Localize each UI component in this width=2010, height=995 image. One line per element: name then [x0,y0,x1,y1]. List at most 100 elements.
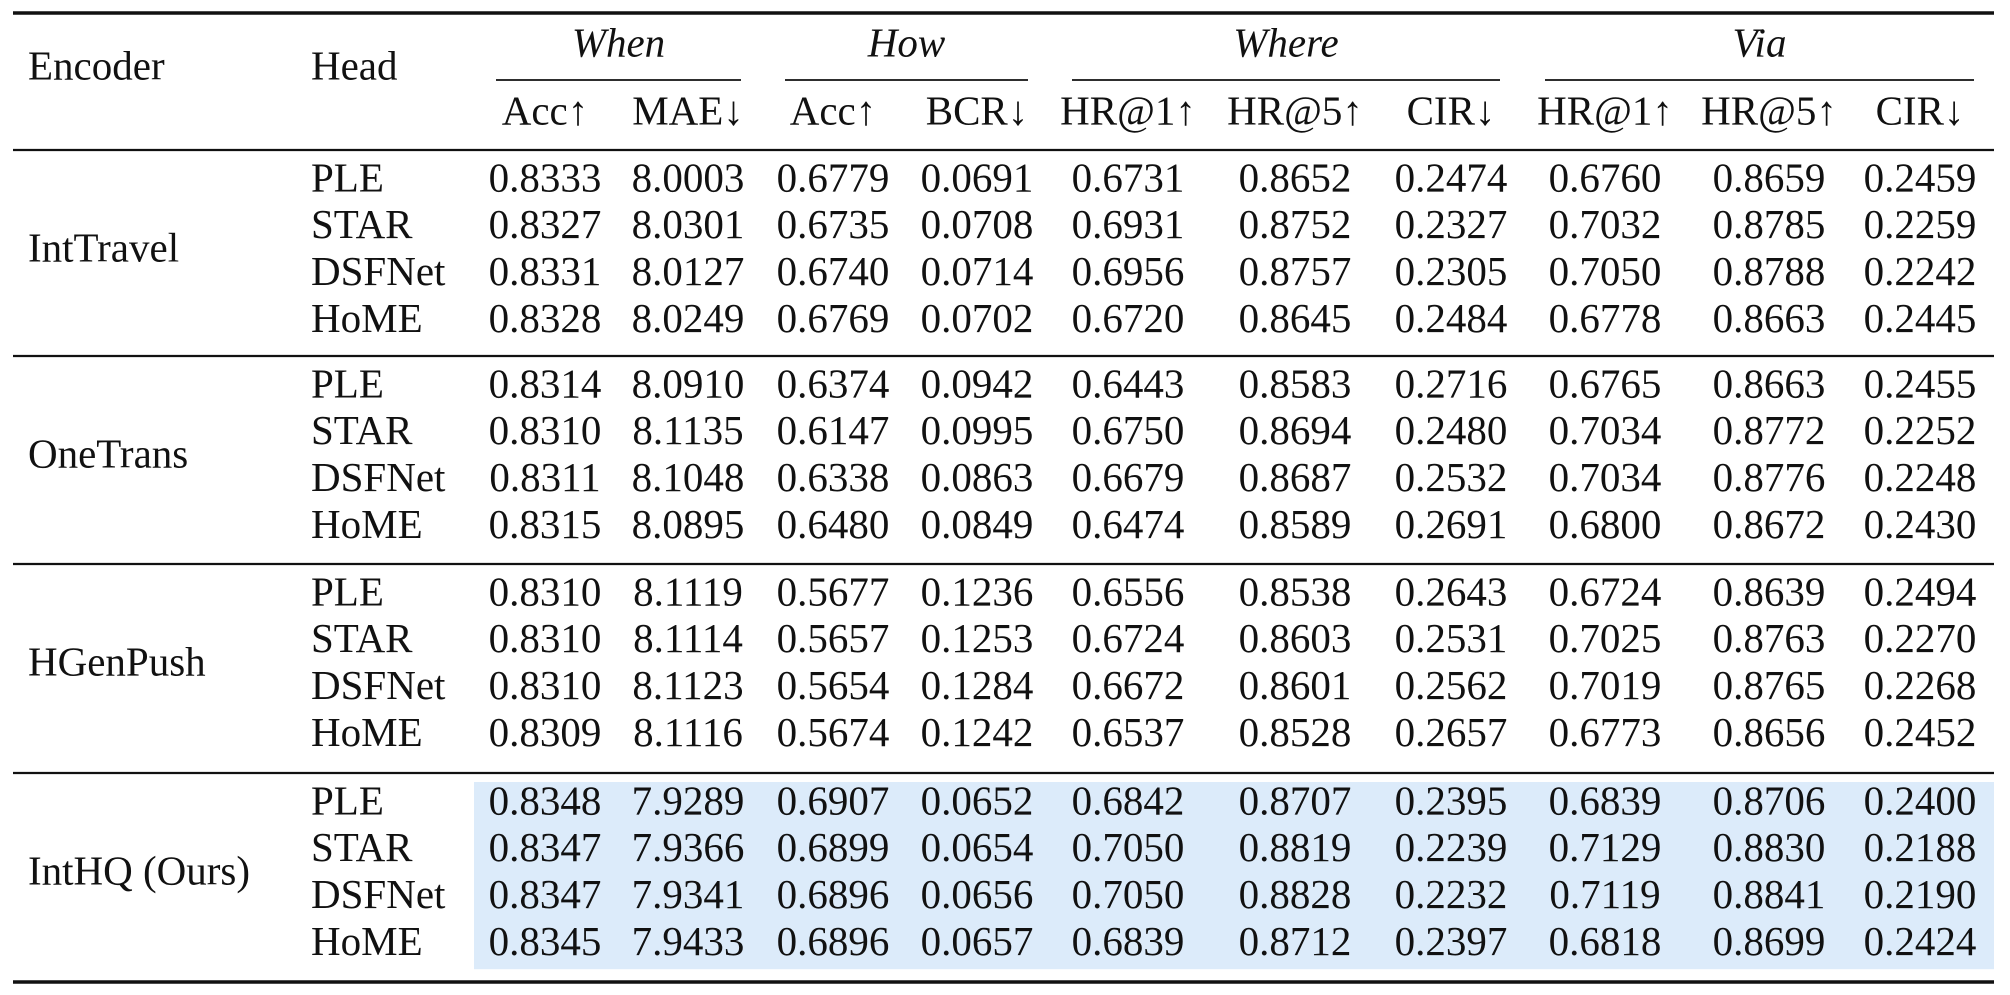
metric-cell: 0.8327 [489,201,602,247]
metric-cell: 0.2397 [1395,918,1508,964]
metric-cell: 0.2445 [1864,295,1977,341]
head-header: Head [311,42,398,88]
metric-cell: 0.8752 [1239,201,1352,247]
group-header: Via [1733,19,1787,65]
metric-cell: 0.6839 [1549,777,1662,823]
metric-cell: 0.2480 [1395,407,1508,453]
metric-cell: 0.2430 [1864,501,1977,547]
metric-cell: 0.0714 [921,248,1034,294]
metric-cell: 7.9433 [632,918,745,964]
metric-cell: 0.6773 [1549,709,1662,755]
head-name: HoME [311,501,423,547]
metric-cell: 0.2474 [1395,154,1508,200]
metric-cell: 0.6779 [777,154,890,200]
encoder-name: OneTrans [28,431,188,477]
metric-cell: 0.8788 [1713,248,1826,294]
head-name: DSFNet [311,248,446,294]
head-name: DSFNet [311,662,446,708]
metric-cell: 8.0910 [632,360,745,406]
metric-cell: 0.6474 [1072,501,1185,547]
column-header: HR@5↑ [1227,87,1363,133]
metric-cell: 0.0708 [921,201,1034,247]
metric-cell: 7.9289 [632,777,745,823]
metric-cell: 0.8589 [1239,501,1352,547]
metric-cell: 0.2190 [1864,871,1977,917]
metric-cell: 0.8314 [489,360,602,406]
metric-cell: 0.6556 [1072,568,1185,614]
metric-cell: 0.6443 [1072,360,1185,406]
metric-cell: 0.2305 [1395,248,1508,294]
metric-cell: 0.2395 [1395,777,1508,823]
metric-cell: 0.2452 [1864,709,1977,755]
metric-cell: 8.0003 [632,154,745,200]
metric-cell: 0.8315 [489,501,602,547]
metric-cell: 0.6480 [777,501,890,547]
metric-cell: 8.1135 [632,407,743,453]
metric-cell: 0.0691 [921,154,1034,200]
encoder-name: IntHQ (Ours) [28,848,250,894]
metric-cell: 0.8331 [489,248,602,294]
metric-cell: 0.8311 [489,454,600,500]
metric-cell: 8.1116 [633,709,743,755]
metric-cell: 0.8830 [1713,824,1826,870]
metric-cell: 7.9366 [632,824,745,870]
metric-cell: 0.7119 [1549,871,1660,917]
metric-cell: 0.5654 [777,662,890,708]
metric-cell: 0.1253 [921,615,1034,661]
head-name: PLE [311,777,384,823]
group-header: Where [1233,19,1338,65]
metric-cell: 0.8699 [1713,918,1826,964]
metric-cell: 0.0657 [921,918,1034,964]
metric-cell: 0.8841 [1713,871,1826,917]
head-name: DSFNet [311,871,446,917]
metric-cell: 0.0863 [921,454,1034,500]
metric-cell: 0.1284 [921,662,1034,708]
metric-cell: 0.6956 [1072,248,1185,294]
metric-cell: 0.6750 [1072,407,1185,453]
shaded-block [474,782,1994,970]
metric-cell: 0.6338 [777,454,890,500]
metric-cell: 0.8645 [1239,295,1352,341]
metric-cell: 0.6672 [1072,662,1185,708]
metric-cell: 8.0301 [632,201,745,247]
metric-cell: 0.2400 [1864,777,1977,823]
metric-cell: 0.6907 [777,777,890,823]
metric-cell: 0.2327 [1395,201,1508,247]
metric-cell: 0.2259 [1864,201,1977,247]
metric-cell: 8.1048 [632,454,745,500]
metric-cell: 8.0127 [632,248,745,294]
metric-cell: 0.8772 [1713,407,1826,453]
metric-cell: 0.2531 [1395,615,1508,661]
column-header: MAE↓ [632,87,744,133]
metric-cell: 0.8528 [1239,709,1352,755]
group-header: How [867,19,946,65]
metric-cell: 0.6760 [1549,154,1662,200]
metric-cell: 0.6731 [1072,154,1185,200]
metric-cell: 0.6679 [1072,454,1185,500]
encoder-name: IntTravel [28,225,179,271]
metric-cell: 8.1119 [633,568,743,614]
metric-cell: 0.8345 [489,918,602,964]
metric-cell: 0.2562 [1395,662,1508,708]
metric-cell: 8.0895 [632,501,745,547]
metric-cell: 0.0995 [921,407,1034,453]
metric-cell: 0.2657 [1395,709,1508,755]
metric-cell: 0.8310 [489,568,602,614]
head-name: PLE [311,568,384,614]
metric-cell: 0.5657 [777,615,890,661]
metric-cell: 0.2239 [1395,824,1508,870]
head-name: STAR [311,407,413,453]
metric-cell: 0.8785 [1713,201,1826,247]
metric-cell: 0.2252 [1864,407,1977,453]
metric-cell: 0.7034 [1549,454,1662,500]
column-header: Acc↑ [502,87,589,133]
metric-cell: 0.6899 [777,824,890,870]
encoder-header: Encoder [28,42,165,88]
metric-cell: 0.8765 [1713,662,1826,708]
metric-cell: 0.8712 [1239,918,1352,964]
metric-cell: 0.6839 [1072,918,1185,964]
metric-cell: 0.0849 [921,501,1034,547]
column-header: HR@1↑ [1060,87,1196,133]
metric-cell: 8.1123 [632,662,743,708]
